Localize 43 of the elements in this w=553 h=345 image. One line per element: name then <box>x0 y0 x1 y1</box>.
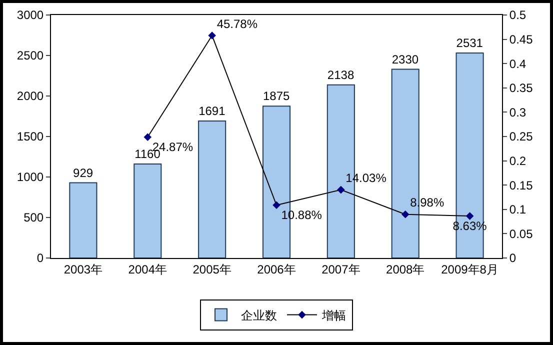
data-label: 2531 <box>456 36 484 50</box>
x-tick-label: 2005年 <box>192 262 232 276</box>
point <box>208 32 216 40</box>
x-tick-label: 2009年8月 <box>441 262 498 276</box>
y2-tick-label: 0.05 <box>509 226 534 241</box>
data-label: 929 <box>73 166 94 180</box>
point <box>144 133 152 142</box>
point <box>401 210 410 218</box>
point <box>337 186 345 194</box>
bar <box>198 120 226 258</box>
data-label: 1875 <box>262 89 290 104</box>
data-label: 2330 <box>392 52 419 66</box>
y-tick-label: 2500 <box>16 48 44 63</box>
x-tick-label: 2003年 <box>64 262 103 276</box>
data-label: 45.78% <box>216 16 258 31</box>
y2-tick-label: 0.5 <box>509 8 526 22</box>
y2-tick-label: 0 <box>509 251 516 266</box>
x-tick-label: 2004年 <box>128 262 167 276</box>
x-tick-label: 2006年 <box>257 262 296 276</box>
legend-label: 企业数 <box>241 308 277 322</box>
y-tick-label: 1000 <box>16 170 44 184</box>
y2-tick-label: 0.15 <box>509 178 534 192</box>
y2-tick-label: 0.1 <box>509 202 526 217</box>
y2-tick-label: 0.2 <box>509 154 526 168</box>
data-label: 1691 <box>198 104 226 118</box>
y2-tick-label: 0.4 <box>509 56 526 71</box>
y-tick-label: 500 <box>24 210 44 225</box>
y2-tick-label: 0.45 <box>509 32 534 46</box>
y2-tick-label: 0.3 <box>509 105 526 120</box>
y2-tick-label: 0.25 <box>509 130 534 144</box>
y-tick-label: 3000 <box>16 8 44 22</box>
y2-tick-label: 0.35 <box>509 81 534 96</box>
bar <box>69 182 98 258</box>
x-tick-label: 2008年 <box>386 262 425 276</box>
bar <box>134 164 162 258</box>
data-label: 2138 <box>327 68 354 82</box>
point <box>272 201 280 210</box>
y-tick-label: 1500 <box>16 130 44 144</box>
point <box>466 212 474 220</box>
x-tick-label: 2007年 <box>322 262 360 276</box>
y-tick-label: 2000 <box>16 89 44 104</box>
legend-label: 增幅 <box>321 308 346 322</box>
y-tick-label: 0 <box>36 251 44 266</box>
